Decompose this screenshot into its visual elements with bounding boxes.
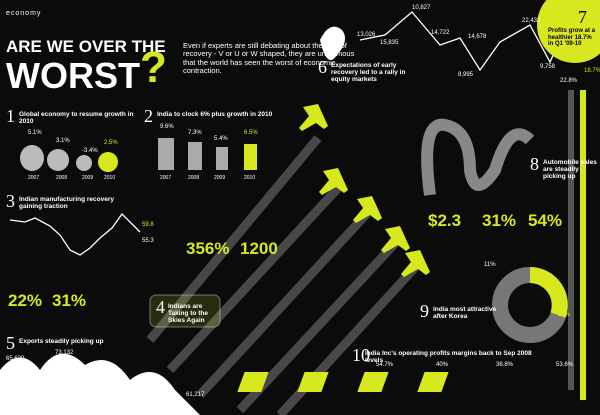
year-label: 2008 [56,175,68,181]
section-number: 5 [6,333,15,353]
profit-bar-prev [568,90,574,390]
calculators [237,372,449,392]
year-label: 2007 [160,175,172,181]
value-label: 9,758 [540,64,556,70]
section-number: 4 [156,297,165,317]
section-title: Indians are Taking to the Skies Again [168,303,208,325]
value-label: 15,835 [380,40,399,46]
market-line [359,11,561,72]
section-number: 1 [6,106,15,126]
stat: 1200 [240,239,278,258]
year-label: 2010 [244,175,256,181]
year-label: 2009 [214,175,226,181]
value-label: 2.5% [104,140,118,146]
year-label: 2007 [28,175,40,181]
profit-bar [580,90,586,400]
section-title: Expectations of early recovery led to a … [331,62,406,84]
stat: 356% [186,239,230,258]
stat: 54% [528,211,563,230]
section-title: Indian manufacturing recovery gaining tr… [19,196,114,211]
emblems [158,138,257,170]
value-label: 10,827 [412,5,431,11]
value-label: 54.7% [376,362,394,368]
value-label: 22.8% [560,78,578,84]
road [421,118,535,196]
bull [320,26,346,61]
stat: 31% [482,211,517,230]
value-label: 40% [436,362,449,368]
value-label: 18.7% [584,68,600,74]
value-label: 65,630 [6,356,25,362]
value-label: 5.4% [214,136,228,142]
section-number: 6 [318,57,327,77]
donut-india [529,267,568,318]
value-label: 61,217 [186,392,205,398]
section-title: Profits grow at a healthier 18.7% in Q1 … [548,28,596,48]
value-label: 73,132 [55,350,74,356]
section-number: 2 [144,106,153,126]
section-title: India Inc's operating profits margins ba… [365,350,532,365]
title: ARE WE OVER THE [6,37,166,56]
value-label: 5.1% [28,130,42,136]
year-label: 2009 [82,175,94,181]
stat: 31% [52,291,87,310]
section-title: Exports steadily picking up [19,338,104,345]
value-label: 59.8 [142,222,154,228]
intro: Even if experts are still debating about… [183,41,355,75]
value-label: 55.3 [142,238,154,244]
value-label: 14,678 [468,34,487,40]
value-label: 50,289 [105,384,124,390]
pmi-line [9,212,141,256]
stat: 22% [8,291,43,310]
value-label: 8,995 [458,72,474,78]
section-number: 8 [530,154,539,174]
section-number: 10 [352,345,370,365]
section-label: economy [6,10,42,17]
year-label: 2010 [104,175,116,181]
section-title: India most attractive after Korea [433,306,497,321]
value-label: 9.6% [160,124,174,130]
value-label: 11% [484,262,496,268]
value-label: 3.1% [56,138,70,144]
value-label: 22,432 [522,18,541,24]
profit-circle [537,0,600,63]
section-number: 7 [578,7,587,27]
value-label: 14,722 [431,30,450,36]
value-label: 21% [558,312,571,318]
value-label: 36.8% [496,362,514,368]
year-label: 2008 [188,175,200,181]
section-title: Global economy to resume growth in 2010 [19,111,134,126]
title-mark: ? [140,43,167,92]
skies-box [149,294,221,328]
section-number: 3 [6,191,15,211]
stat: $2.3 [428,211,462,230]
waves [0,353,200,415]
section-title: Automobile sales are steadily picking up [543,159,597,181]
money-bags [20,145,118,172]
value-label: 13,026 [357,32,376,38]
value-label: 53.6% [556,362,574,368]
value-label: 7.3% [188,130,202,136]
section-number: 9 [420,301,429,321]
value-label: -3.4% [82,148,98,154]
title: WORST [6,55,140,96]
value-label: 6.5% [244,130,258,136]
section-title: India to clock 6% plus growth in 2010 [157,111,273,118]
planes [299,104,430,277]
